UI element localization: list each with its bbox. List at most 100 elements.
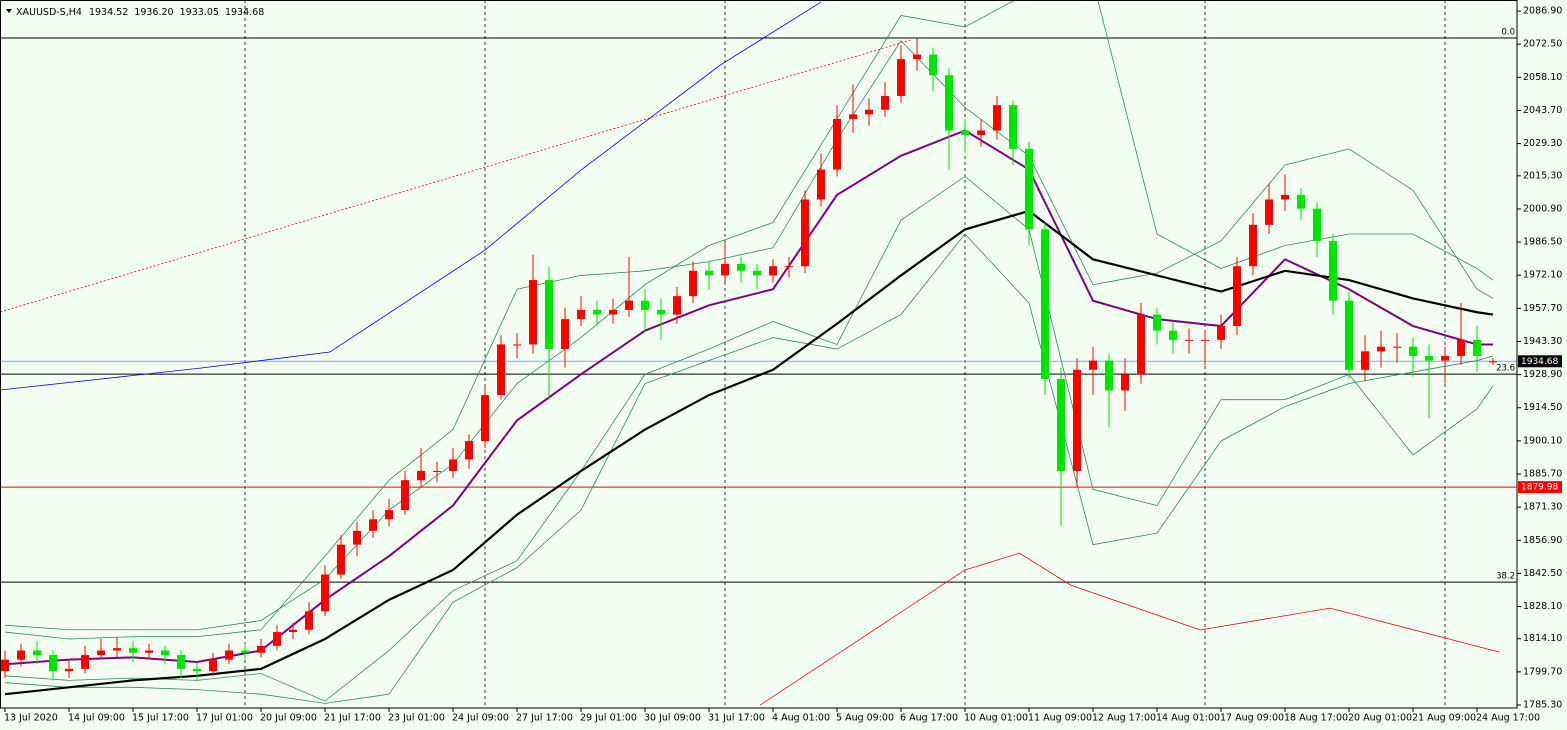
candle-body xyxy=(1137,314,1145,375)
x-tick-label: 13 Jul 2020 xyxy=(4,713,58,724)
candle-body xyxy=(1281,194,1289,200)
candle-body xyxy=(1265,199,1273,225)
candle-body xyxy=(1073,369,1081,472)
y-tick-label: 2043.70 xyxy=(1523,105,1562,116)
candle-body xyxy=(321,574,329,612)
indicator-line xyxy=(759,552,1500,706)
candle-body xyxy=(1041,229,1049,379)
indicator-line xyxy=(4,209,1494,696)
y-tick-label: 1885.70 xyxy=(1523,468,1562,479)
y-tick-label: 1856.90 xyxy=(1523,535,1562,546)
candle-body xyxy=(881,95,889,110)
x-tick-label: 15 Jul 17:00 xyxy=(132,713,189,724)
candle-body xyxy=(817,169,825,200)
y-tick-label: 1900.10 xyxy=(1523,435,1562,446)
candle-body xyxy=(1153,314,1161,331)
y-tick-label: 2000.90 xyxy=(1523,203,1562,214)
candle-body xyxy=(673,296,681,315)
x-tick-label: 11 Aug 09:00 xyxy=(1028,713,1092,724)
candle-body xyxy=(977,130,985,136)
candle-body xyxy=(481,395,489,442)
x-tick-label: 24 Jul 09:00 xyxy=(452,713,509,724)
x-tick-label: 21 Jul 17:00 xyxy=(324,713,381,724)
candle-body xyxy=(1009,105,1017,149)
candle-body xyxy=(737,263,745,271)
candle-body xyxy=(1025,148,1033,230)
price-label: 1934.68 xyxy=(1521,357,1558,367)
chart-header: XAUUSD-S,H4 1934.52 1936.20 1933.05 1934… xyxy=(16,7,264,18)
candle-body xyxy=(625,300,633,310)
candle-body xyxy=(81,655,89,669)
candle-body xyxy=(865,109,873,115)
x-tick-label: 20 Jul 09:00 xyxy=(260,713,317,724)
candle-body xyxy=(273,632,281,646)
candle-body xyxy=(689,270,697,297)
y-tick-label: 1799.70 xyxy=(1523,666,1562,677)
quote-close: 1934.68 xyxy=(225,7,264,18)
candle-body xyxy=(929,54,937,76)
candle-body xyxy=(129,648,137,653)
candle-body xyxy=(1233,266,1241,327)
candle-body xyxy=(833,118,841,170)
candle-body xyxy=(1393,346,1401,348)
y-tick-label: 1814.10 xyxy=(1523,633,1562,644)
candle-body xyxy=(353,530,361,545)
x-tick-label: 21 Aug 09:00 xyxy=(1412,713,1476,724)
candle-body xyxy=(241,650,249,653)
menu-arrow[interactable] xyxy=(6,9,12,13)
quote-high: 1936.20 xyxy=(134,7,173,18)
indicator-line xyxy=(4,175,1494,702)
candle-body xyxy=(577,309,585,320)
candle-body xyxy=(1249,224,1257,267)
candle-body xyxy=(1,659,9,672)
x-tick-label: 4 Aug 01:00 xyxy=(772,713,830,724)
candle-body xyxy=(1377,346,1385,352)
candle-body xyxy=(609,309,617,315)
x-tick-label: 5 Aug 09:00 xyxy=(836,713,894,724)
candle-body xyxy=(289,629,297,633)
y-tick-label: 1928.90 xyxy=(1523,369,1562,380)
price-label: 1879.98 xyxy=(1521,483,1558,493)
candle-body xyxy=(401,480,409,511)
candle-body xyxy=(1425,355,1433,361)
candle-body xyxy=(257,645,265,653)
candle-body xyxy=(545,280,553,350)
candle-body xyxy=(513,344,521,346)
x-tick-label: 24 Aug 17:00 xyxy=(1476,713,1540,724)
candle-body xyxy=(945,75,953,131)
x-tick-label: 17 Aug 09:00 xyxy=(1220,713,1284,724)
candle-body xyxy=(385,510,393,520)
candle-body xyxy=(337,544,345,575)
candle-body xyxy=(1217,326,1225,340)
fib-level-label: 38.2 xyxy=(1496,572,1515,582)
candle-body xyxy=(305,611,313,630)
candle-body xyxy=(1169,330,1177,340)
x-tick-label: 29 Jul 01:00 xyxy=(580,713,637,724)
candle-body xyxy=(1361,351,1369,370)
candle-body xyxy=(49,655,57,672)
candle-body xyxy=(1105,360,1113,391)
candle-body xyxy=(561,319,569,350)
x-tick-label: 31 Jul 17:00 xyxy=(708,713,765,724)
candle-body xyxy=(705,270,713,276)
x-tick-label: 18 Aug 17:00 xyxy=(1284,713,1348,724)
candle-body xyxy=(1473,339,1481,356)
fib-level-label: 23.6 xyxy=(1496,364,1515,374)
candle-body xyxy=(1409,346,1417,356)
candle-body xyxy=(193,668,201,672)
indicator-line xyxy=(4,0,1494,631)
y-tick-label: 1871.30 xyxy=(1523,502,1562,513)
y-tick-label: 1972.10 xyxy=(1523,270,1562,281)
quote-low: 1933.05 xyxy=(180,7,219,18)
plot-area xyxy=(0,0,1517,708)
y-tick-label: 2086.90 xyxy=(1523,6,1562,17)
candle-body xyxy=(97,650,105,656)
price-label-box xyxy=(1518,481,1562,494)
price-label-box xyxy=(1518,355,1562,368)
plot-frame xyxy=(0,0,1518,709)
y-tick-label: 1986.50 xyxy=(1523,237,1562,248)
candle-body xyxy=(721,263,729,276)
candle-body xyxy=(1329,240,1337,301)
